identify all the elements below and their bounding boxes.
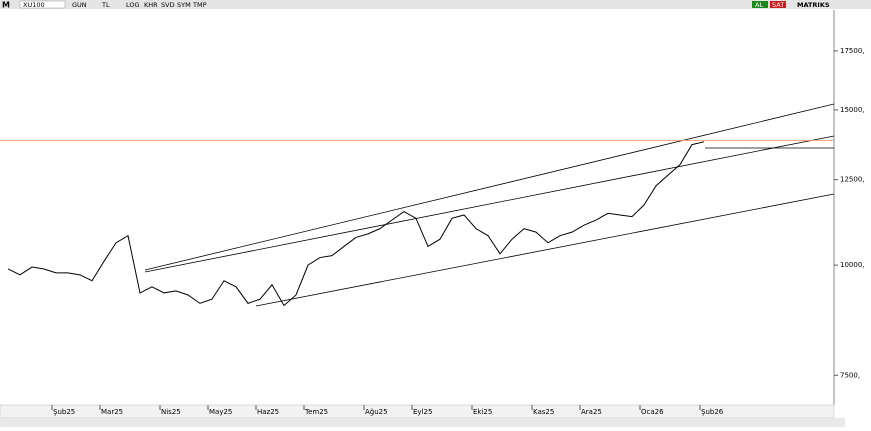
trend-line <box>144 135 835 273</box>
toolbar-button[interactable]: LOG <box>126 1 140 9</box>
x-tick-label: Nis25 <box>161 408 181 416</box>
y-tick-label: 10000, <box>840 261 865 269</box>
x-tick-label: Eki25 <box>473 408 492 416</box>
x-tick-label: Oca26 <box>641 408 664 416</box>
y-tick-label: 12500, <box>840 176 865 184</box>
trend-lines <box>144 103 835 307</box>
y-tick-label: 15000, <box>840 106 865 114</box>
toolbar-bg <box>0 0 871 9</box>
sell-label[interactable]: SAT <box>772 1 784 9</box>
toolbar-button[interactable]: KHR <box>144 1 158 9</box>
x-tick-label: Eyl25 <box>413 408 432 416</box>
toolbar-button[interactable]: SYM <box>177 1 191 9</box>
y-tick-label: 17500, <box>840 47 865 55</box>
x-tick-label: Şub25 <box>53 408 75 416</box>
x-tick-label: May25 <box>209 408 232 416</box>
buy-button[interactable] <box>752 1 768 8</box>
buy-label[interactable]: AL <box>755 1 763 9</box>
x-tick-label: Mar25 <box>101 408 123 416</box>
scrollbar[interactable] <box>0 418 845 427</box>
x-tick-label: Şub26 <box>701 408 724 416</box>
symbol[interactable]: XU100 <box>23 1 45 9</box>
toolbar-button[interactable]: GUN <box>72 1 87 9</box>
brand: MATRIKS <box>797 1 830 9</box>
x-tick-label: Kas25 <box>533 408 554 416</box>
toolbar: M XU100 GUN TL LOG KHR SVD SYM TMP AL SA… <box>0 0 871 10</box>
sell-button[interactable] <box>770 1 786 8</box>
toolbar-button[interactable]: SVD <box>161 1 175 9</box>
price-line <box>7 141 705 307</box>
x-tick-label: Haz25 <box>257 408 279 416</box>
logo: M <box>2 1 10 10</box>
x-tick-label: Ağu25 <box>365 408 388 416</box>
toolbar-button[interactable]: TMP <box>192 1 207 9</box>
y-tick-label: 7500, <box>840 371 860 379</box>
toolbar-button[interactable]: TL <box>101 1 110 9</box>
x-tick-label: Ara25 <box>581 408 602 416</box>
symbol-box[interactable] <box>19 0 66 9</box>
trend-line <box>144 103 835 271</box>
trend-line <box>255 193 835 307</box>
x-tick-label: Tem25 <box>304 408 328 416</box>
